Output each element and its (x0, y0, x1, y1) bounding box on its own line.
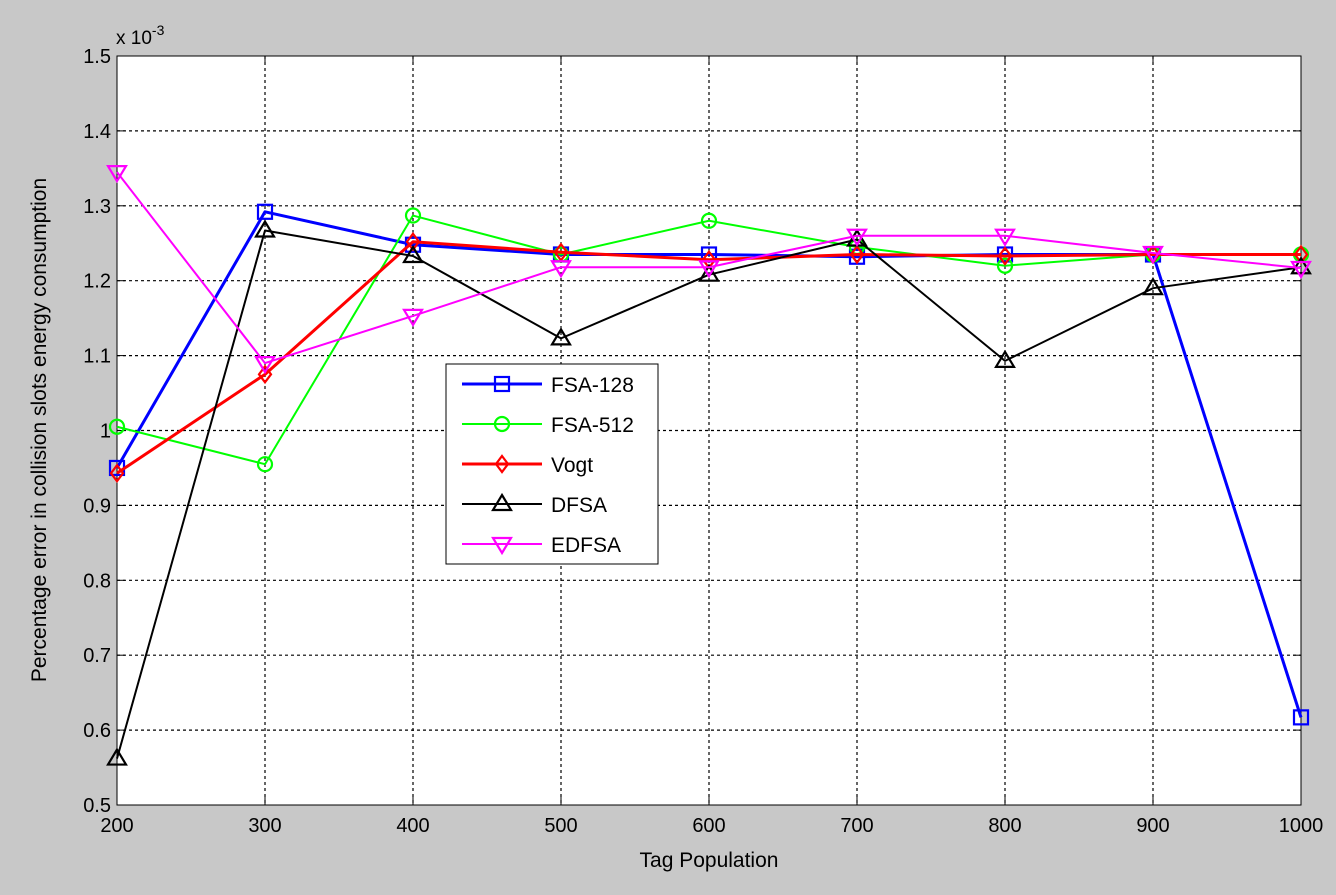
y-tick-label: 1.5 (83, 46, 111, 68)
data-point (108, 418, 126, 435)
legend-swatch-marker (491, 492, 513, 512)
legend-label: FSA-512 (551, 414, 634, 437)
legend-entry: Vogt (462, 454, 593, 477)
exponent-prefix: x 10 (116, 28, 152, 49)
data-point (109, 463, 125, 484)
exponent-power: -3 (152, 22, 165, 38)
y-tick-label: 1.3 (83, 196, 111, 218)
y-tick-label: 0.9 (83, 495, 111, 517)
series-line (116, 171, 1302, 365)
y-tick-label: 0.6 (83, 720, 111, 742)
data-point (550, 260, 572, 279)
y-tick-label: 1 (100, 421, 111, 443)
legend-swatch-marker (493, 415, 511, 433)
data-point (997, 246, 1013, 266)
y-tick-label: 0.8 (83, 570, 111, 592)
data-point (698, 263, 720, 282)
data-point (254, 219, 276, 238)
exponent-label: x 10-3 (116, 22, 165, 49)
series-line (116, 240, 1301, 475)
data-point (996, 257, 1014, 274)
y-tick-label: 1.2 (83, 271, 111, 293)
x-tick-label: 200 (100, 815, 133, 837)
legend-swatch-marker (493, 375, 511, 393)
data-point (846, 228, 868, 247)
x-tick-label: 400 (396, 815, 429, 837)
legend-label: FSA-128 (551, 374, 634, 397)
legend-swatch-marker (494, 454, 510, 474)
data-point (106, 747, 128, 766)
data-point (402, 308, 424, 328)
legend-entry: FSA-512 (462, 414, 634, 437)
ticks: 200 300 400 500 600 700 800 900 1000 0.5 0.6 0.7 0.8… (83, 46, 1323, 837)
data-point (106, 164, 128, 184)
data-point (402, 244, 424, 264)
data-point (256, 203, 274, 220)
y-tick-label: 0.7 (83, 645, 111, 667)
data-point (256, 456, 274, 473)
data-point (1290, 260, 1312, 280)
data-point (257, 364, 273, 385)
y-tick-label: 1.1 (83, 346, 111, 368)
x-tick-label: 800 (988, 815, 1021, 837)
x-tick-label: 1000 (1279, 815, 1324, 837)
data-point (698, 260, 720, 279)
data-point (1142, 277, 1164, 296)
legend-entry: FSA-128 (462, 374, 634, 397)
data-point (1292, 709, 1310, 726)
data-point (1142, 245, 1164, 265)
legend-entry: EDFSA (462, 534, 621, 557)
series-edfsa (106, 164, 1312, 375)
data-point (405, 231, 421, 252)
data-point (849, 244, 865, 265)
legend-label: Vogt (551, 454, 593, 477)
data-point (404, 207, 422, 224)
data-point (1290, 256, 1312, 275)
legend-label: DFSA (551, 494, 607, 517)
data-point (254, 355, 276, 375)
y-tick-label: 1.4 (83, 121, 111, 143)
x-axis-label: Tag Population (640, 849, 779, 872)
y-tick-label: 0.5 (83, 795, 111, 817)
series-layer (106, 164, 1312, 766)
legend-swatch-marker (491, 536, 513, 556)
legend: FSA-128 FSA-512 Vogt DFSA EDFSA (445, 363, 659, 565)
x-tick-label: 500 (544, 815, 577, 837)
legend-label: EDFSA (551, 534, 621, 557)
data-point (994, 228, 1016, 247)
x-tick-label: 900 (1136, 815, 1169, 837)
y-axis-label: Percentage error in collision slots ener… (28, 178, 51, 682)
data-point (404, 236, 422, 253)
series-line (116, 214, 1301, 466)
x-tick-label: 300 (248, 815, 281, 837)
legend-entry: DFSA (462, 492, 607, 517)
data-point (700, 212, 718, 229)
x-tick-label: 600 (692, 815, 725, 837)
data-point (994, 349, 1016, 368)
data-point (550, 327, 572, 346)
x-tick-label: 700 (840, 815, 873, 837)
